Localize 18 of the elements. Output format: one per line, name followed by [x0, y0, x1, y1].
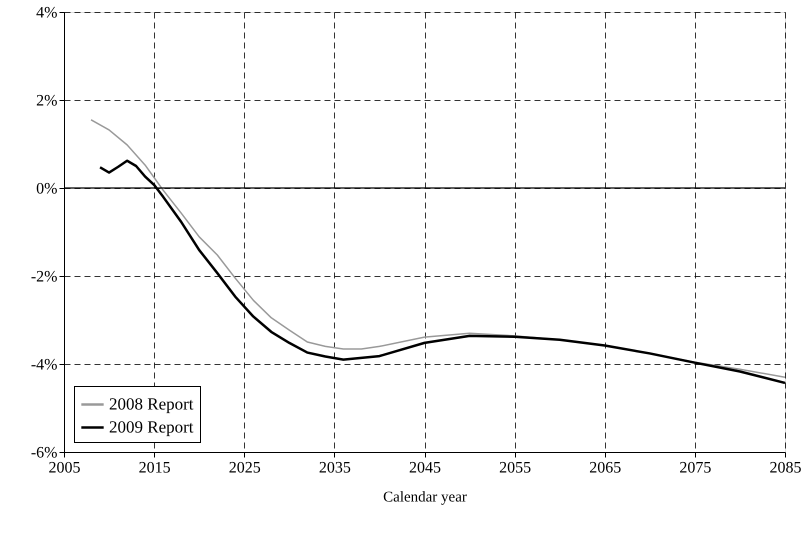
- y-tick-label: 2%: [36, 92, 58, 110]
- x-axis-title: Calendar year: [383, 490, 467, 506]
- x-tick-label: 2005: [48, 460, 80, 476]
- x-tick-label: 2045: [409, 460, 441, 476]
- legend-label: 2009 Report: [109, 418, 194, 436]
- y-tick-label: -4%: [30, 356, 58, 374]
- x-tick-label: 2075: [679, 460, 712, 476]
- y-tick-label: 4%: [36, 4, 58, 22]
- x-tick-label: 2015: [138, 460, 171, 476]
- x-tick-label: 2085: [770, 460, 802, 476]
- x-tick-label: 2035: [318, 460, 351, 476]
- y-tick-label: -6%: [30, 444, 58, 462]
- x-tick-label: 2025: [228, 460, 261, 476]
- x-tick-label: 2055: [499, 460, 532, 476]
- legend-label: 2008 Report: [109, 394, 194, 414]
- x-tick-label: 2065: [589, 460, 622, 476]
- y-tick-label: -2%: [30, 268, 58, 286]
- y-tick-label: 0%: [36, 180, 58, 198]
